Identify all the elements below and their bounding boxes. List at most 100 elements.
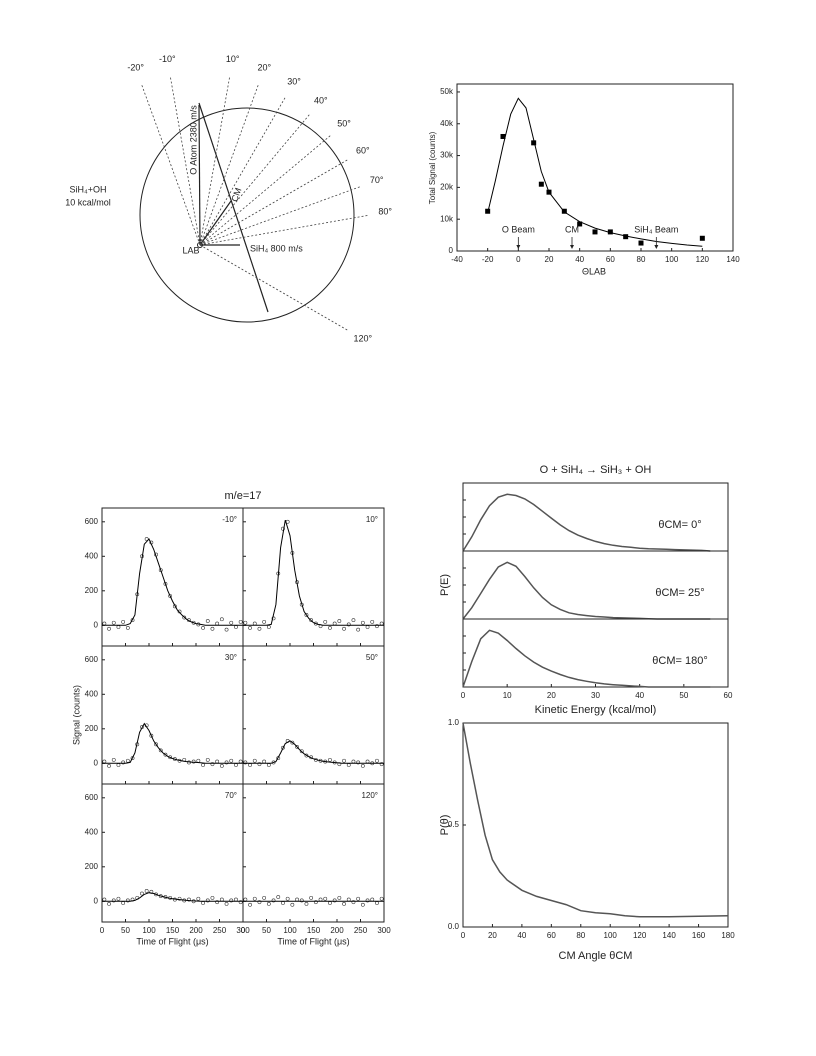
y-tick-label: 0.0 <box>448 922 460 931</box>
data-point <box>271 616 276 621</box>
x-tick-label: 300 <box>377 926 391 935</box>
x-tick-label: 10 <box>503 691 512 700</box>
data-point <box>546 189 552 195</box>
x-tick-label: 60 <box>547 931 556 940</box>
panel-label: θCM= 180° <box>652 655 707 667</box>
data-point <box>125 625 130 630</box>
x-tick-label: -40 <box>451 255 463 264</box>
y-tick-label: 200 <box>85 862 99 871</box>
angle-line <box>199 112 311 246</box>
data-point <box>111 620 116 625</box>
data-point <box>356 760 361 765</box>
panel-label: 10° <box>366 515 378 524</box>
data-point <box>107 901 111 906</box>
data-point <box>290 902 295 907</box>
product-label: SiH₄+OH <box>70 184 107 194</box>
panel-label: θCM= 25° <box>655 587 704 599</box>
data-point <box>163 582 168 586</box>
angle-label: 20° <box>257 63 271 73</box>
data-point <box>257 900 262 905</box>
x-axis-label: Time of Flight (μs) <box>277 936 349 946</box>
data-point <box>281 526 285 531</box>
data-point <box>485 208 491 214</box>
arrow-head <box>570 245 574 249</box>
x-tick-label: 100 <box>604 931 618 940</box>
data-point <box>500 133 506 139</box>
data-point <box>187 897 191 902</box>
x-tick-label: 150 <box>307 926 321 935</box>
x-tick-label: 100 <box>142 926 156 935</box>
data-point <box>346 622 351 627</box>
data-point <box>561 208 567 214</box>
lab-label: LAB <box>182 245 199 255</box>
x-axis-label: Time of Flight (μs) <box>136 936 208 946</box>
data-point <box>149 733 154 738</box>
angle-label: -10° <box>159 54 176 64</box>
angle-label: 60° <box>356 145 370 155</box>
data-point <box>224 627 229 632</box>
y-tick-label: 0 <box>94 758 99 767</box>
data-point <box>144 537 149 541</box>
data-point <box>295 745 299 749</box>
data-point <box>271 760 276 765</box>
angle-line <box>199 134 333 246</box>
data-point <box>158 748 163 753</box>
data-point <box>210 895 215 900</box>
angle-line <box>199 83 260 246</box>
data-point <box>182 615 187 620</box>
angle-line <box>199 75 231 246</box>
y-axis-label: Total Signal (counts) <box>428 131 437 204</box>
data-point <box>196 896 201 901</box>
arrow-head <box>516 245 521 249</box>
fit-line <box>102 538 243 626</box>
data-point <box>168 594 173 598</box>
data-point <box>229 758 234 763</box>
data-point <box>248 902 252 907</box>
data-point <box>276 895 281 899</box>
x-tick-label: 40 <box>517 931 526 940</box>
x-tick-label: -20 <box>482 255 494 264</box>
x-tick-label: 120 <box>633 931 647 940</box>
x-tick-label: 0 <box>100 926 105 935</box>
x-tick-label: 60 <box>606 255 615 264</box>
x-tick-label: 0 <box>516 255 521 264</box>
y-axis-label: Signal (counts) <box>71 685 81 745</box>
data-point <box>257 762 262 767</box>
data-point <box>360 620 365 625</box>
data-point <box>360 902 365 907</box>
angle-line <box>199 214 370 246</box>
angle-line <box>169 75 201 246</box>
x-tick-label: 0 <box>241 926 246 935</box>
data-point <box>337 895 342 900</box>
distribution-curve <box>462 722 729 918</box>
x-tick-label: 30 <box>591 691 600 700</box>
data-point <box>337 619 342 623</box>
data-point <box>154 892 158 897</box>
data-point <box>342 758 346 763</box>
x-tick-label: 80 <box>637 255 646 264</box>
data-point <box>158 568 163 573</box>
data-point <box>299 898 304 903</box>
x-tick-label: 0 <box>461 931 466 940</box>
y-tick-label: 400 <box>85 689 99 698</box>
y-tick-label: 600 <box>85 517 99 526</box>
data-point <box>111 757 116 762</box>
data-point <box>351 618 356 623</box>
panel-label: 30° <box>225 653 237 662</box>
y-tick-label: 50k <box>440 87 454 96</box>
data-point <box>257 626 262 631</box>
data-point <box>328 625 332 630</box>
x-tick-label: 40 <box>635 691 644 700</box>
x-tick-label: 20 <box>547 691 556 700</box>
x-tick-label: 250 <box>213 926 227 935</box>
chart-title: O + SiH₄ → SiH₃ + OH <box>540 464 652 476</box>
y-tick-label: 200 <box>85 586 99 595</box>
data-point <box>290 740 295 745</box>
x-tick-label: 100 <box>283 926 297 935</box>
x-tick-label: 100 <box>665 255 679 264</box>
data-point <box>154 742 158 747</box>
lab-origin <box>197 242 203 248</box>
